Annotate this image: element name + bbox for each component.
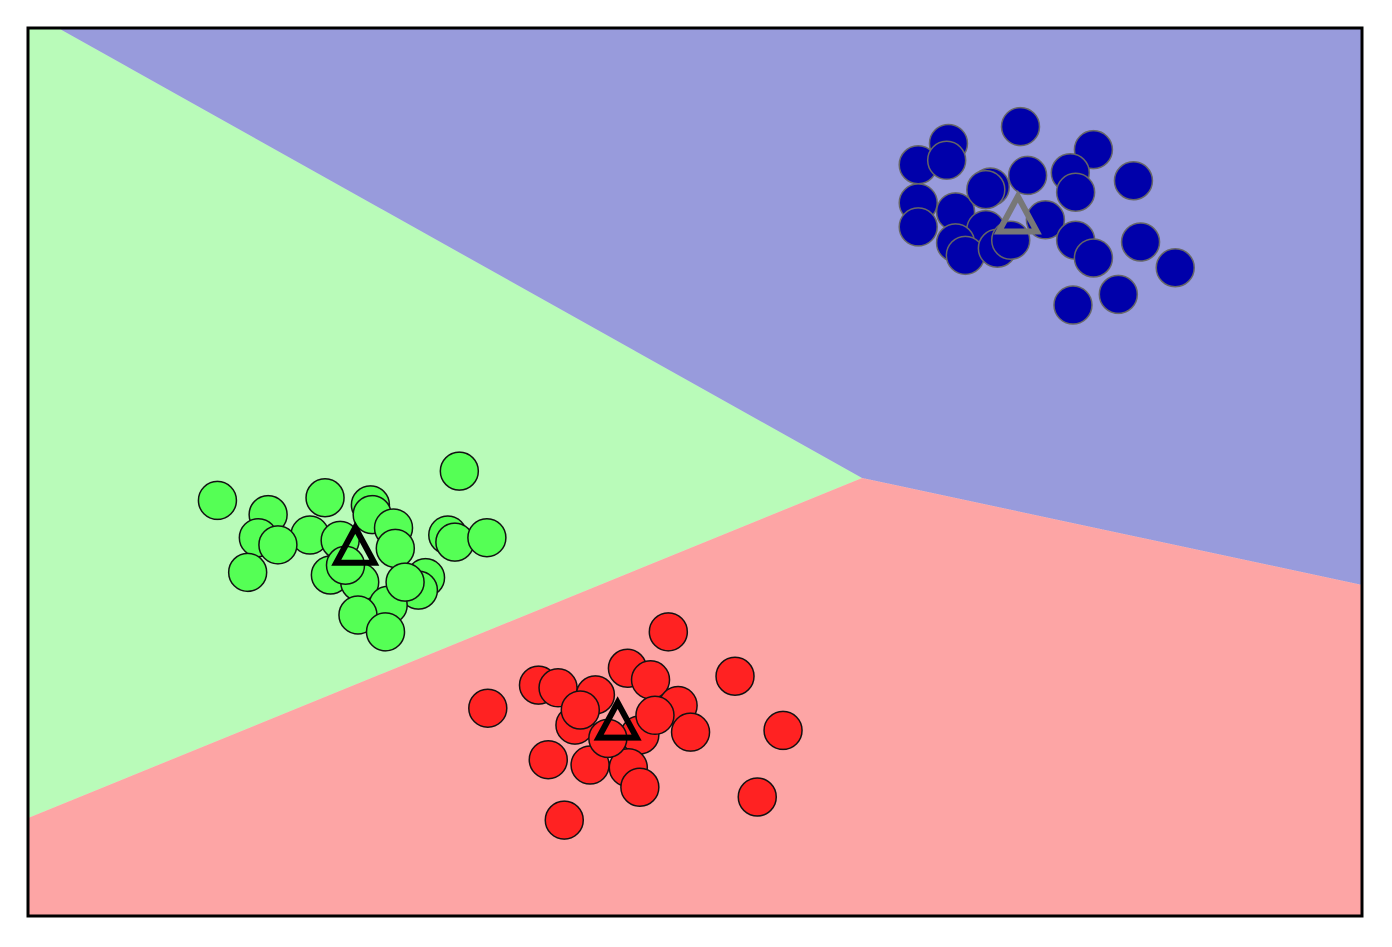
point [1055, 172, 1096, 213]
point [197, 480, 238, 521]
point [737, 777, 778, 817]
point [620, 767, 660, 807]
point [1053, 285, 1093, 325]
point [1113, 160, 1154, 201]
centroid [593, 696, 642, 741]
point [365, 612, 406, 652]
point [648, 612, 689, 652]
point [990, 220, 1031, 260]
point [763, 710, 803, 751]
point [1155, 248, 1195, 288]
point [528, 739, 569, 780]
point [560, 690, 601, 730]
point [439, 451, 480, 491]
point [1120, 222, 1161, 262]
point [670, 712, 711, 752]
point [467, 517, 507, 558]
plot-frame [26, 26, 1364, 918]
point [898, 207, 938, 247]
point [1098, 274, 1139, 315]
point [258, 525, 298, 565]
point [1073, 238, 1114, 278]
point [635, 695, 675, 736]
point [305, 478, 345, 518]
point [468, 688, 508, 728]
point [1000, 106, 1041, 147]
centroid [331, 521, 380, 566]
marks [197, 106, 1195, 840]
point [544, 800, 585, 840]
point [375, 528, 416, 569]
point [227, 552, 268, 593]
point [715, 656, 755, 696]
region-green [28, 28, 862, 818]
point [385, 562, 425, 602]
centroid [993, 190, 1042, 235]
point [926, 140, 967, 181]
point [1007, 155, 1048, 196]
point [966, 169, 1006, 210]
